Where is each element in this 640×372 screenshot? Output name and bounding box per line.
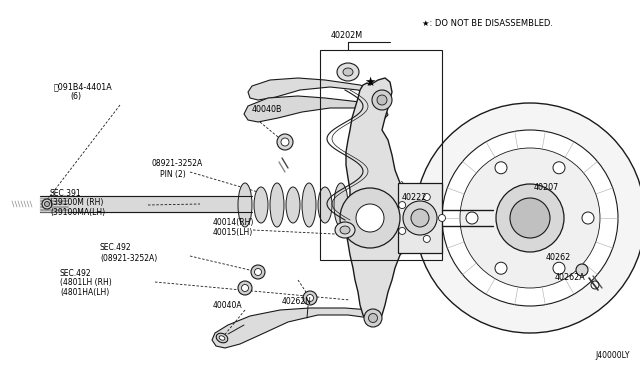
- Ellipse shape: [496, 184, 564, 252]
- Text: ⑱091B4-4401A: ⑱091B4-4401A: [54, 83, 113, 92]
- Ellipse shape: [423, 193, 430, 201]
- Polygon shape: [346, 78, 420, 325]
- Polygon shape: [212, 308, 370, 348]
- Ellipse shape: [403, 201, 437, 235]
- Ellipse shape: [495, 262, 507, 274]
- Ellipse shape: [377, 95, 387, 105]
- Text: 08921-3252A: 08921-3252A: [152, 160, 204, 169]
- Text: 40262A: 40262A: [555, 273, 586, 282]
- Text: 40040B: 40040B: [252, 106, 282, 115]
- Ellipse shape: [364, 309, 382, 327]
- Ellipse shape: [255, 269, 262, 276]
- Ellipse shape: [553, 262, 565, 274]
- Ellipse shape: [334, 183, 348, 227]
- Ellipse shape: [307, 295, 314, 301]
- Ellipse shape: [286, 187, 300, 223]
- Ellipse shape: [466, 212, 478, 224]
- Bar: [398, 183, 442, 253]
- Text: 40222: 40222: [402, 193, 428, 202]
- Ellipse shape: [238, 183, 252, 227]
- Ellipse shape: [302, 183, 316, 227]
- Ellipse shape: [219, 336, 225, 340]
- Ellipse shape: [251, 265, 265, 279]
- Text: PIN (2): PIN (2): [160, 170, 186, 179]
- Text: 40262: 40262: [546, 253, 572, 263]
- Text: 40202M: 40202M: [331, 32, 363, 41]
- Ellipse shape: [460, 148, 600, 288]
- Text: ★: DO NOT BE DISASSEMBLED.: ★: DO NOT BE DISASSEMBLED.: [422, 19, 553, 28]
- Text: (4801HA(LH): (4801HA(LH): [60, 289, 109, 298]
- Bar: [320, 50, 442, 260]
- Text: (39100MA(LH): (39100MA(LH): [50, 208, 105, 218]
- Polygon shape: [248, 78, 382, 108]
- Ellipse shape: [411, 209, 429, 227]
- Ellipse shape: [415, 103, 640, 333]
- Text: SEC.492: SEC.492: [60, 269, 92, 278]
- Text: 40207: 40207: [534, 183, 559, 192]
- Text: 40262N: 40262N: [282, 298, 312, 307]
- Ellipse shape: [438, 215, 445, 221]
- Ellipse shape: [510, 198, 550, 238]
- Text: (4801LH (RH): (4801LH (RH): [60, 279, 112, 288]
- Ellipse shape: [241, 285, 248, 292]
- Ellipse shape: [423, 235, 430, 243]
- Ellipse shape: [216, 333, 228, 343]
- Ellipse shape: [442, 130, 618, 306]
- Text: J40000LY: J40000LY: [595, 352, 630, 360]
- Ellipse shape: [372, 90, 392, 110]
- Ellipse shape: [42, 199, 52, 209]
- Ellipse shape: [340, 188, 400, 248]
- Text: (39100M (RH): (39100M (RH): [50, 199, 104, 208]
- Text: ★: ★: [364, 76, 376, 89]
- Polygon shape: [244, 96, 388, 122]
- Ellipse shape: [270, 183, 284, 227]
- Ellipse shape: [369, 314, 378, 323]
- Ellipse shape: [553, 162, 565, 174]
- Ellipse shape: [337, 63, 359, 81]
- Text: 40040A: 40040A: [213, 301, 243, 310]
- Ellipse shape: [340, 226, 350, 234]
- Ellipse shape: [399, 227, 406, 234]
- Ellipse shape: [318, 187, 332, 223]
- Ellipse shape: [335, 222, 355, 238]
- Text: (6): (6): [70, 93, 81, 102]
- Text: SEC.391: SEC.391: [50, 189, 82, 198]
- Ellipse shape: [254, 187, 268, 223]
- Ellipse shape: [281, 138, 289, 146]
- Ellipse shape: [45, 202, 49, 206]
- Ellipse shape: [576, 264, 588, 276]
- Text: 40014(RH): 40014(RH): [213, 218, 254, 227]
- Ellipse shape: [399, 202, 406, 209]
- Ellipse shape: [582, 212, 594, 224]
- Ellipse shape: [238, 281, 252, 295]
- Text: 40015(LH): 40015(LH): [213, 228, 253, 237]
- Ellipse shape: [343, 68, 353, 76]
- Ellipse shape: [495, 162, 507, 174]
- Text: SEC.492: SEC.492: [100, 244, 132, 253]
- Text: (08921-3252A): (08921-3252A): [100, 253, 157, 263]
- Ellipse shape: [277, 134, 293, 150]
- Ellipse shape: [356, 204, 384, 232]
- Ellipse shape: [303, 291, 317, 305]
